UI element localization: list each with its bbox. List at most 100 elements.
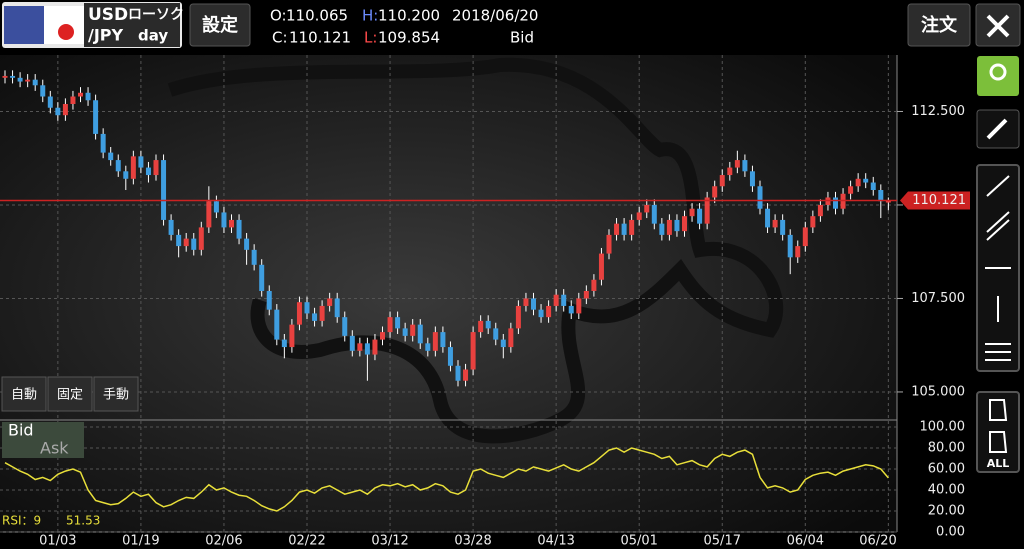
candle-body	[447, 347, 453, 366]
candle-body	[312, 313, 318, 321]
candle-body	[463, 369, 469, 381]
x-tick-label: 02/22	[288, 534, 325, 549]
candle-body	[765, 208, 771, 228]
rsi-tick-label: 100.00	[920, 420, 966, 435]
candle-body	[561, 294, 567, 306]
manual-button[interactable]	[93, 376, 139, 412]
candle-body	[349, 335, 355, 351]
candle-body	[130, 156, 136, 179]
candle-body	[591, 279, 597, 291]
x-tick-label: 01/03	[39, 534, 76, 549]
candle-body	[606, 234, 612, 254]
candle-body	[289, 324, 295, 348]
chart-kind: ローソク	[128, 7, 184, 23]
location-icon	[989, 63, 1007, 81]
candle-body	[357, 343, 363, 351]
candle-body	[833, 197, 838, 209]
candle-body	[636, 212, 642, 220]
candle-body	[410, 324, 416, 336]
candle-body	[85, 92, 91, 101]
candle-body	[493, 328, 499, 340]
candle-body	[372, 339, 378, 355]
candle-body	[138, 156, 144, 168]
candle-body	[153, 160, 159, 176]
close-icon	[986, 14, 1010, 38]
flag-jp-circle	[58, 24, 74, 40]
candle-body	[364, 343, 370, 355]
candle-body	[787, 234, 793, 258]
candle-body	[183, 238, 189, 247]
rsi-line	[4, 447, 889, 512]
candle-body	[115, 160, 121, 172]
candle-body	[93, 100, 99, 134]
fibonacci-icon	[985, 343, 1011, 361]
candle-body	[55, 107, 61, 116]
candle-body	[674, 219, 680, 232]
high-value: 110.200	[378, 7, 440, 25]
candle-body	[795, 246, 801, 258]
bid-ask-toggle[interactable]	[2, 422, 84, 458]
candle-body	[659, 223, 665, 235]
candle-body	[848, 186, 854, 194]
candle-body	[380, 332, 385, 340]
period: day	[138, 27, 168, 45]
low-label: L:	[364, 29, 377, 47]
candle-body	[780, 219, 786, 235]
candle-body	[840, 193, 846, 209]
candle-body	[757, 186, 763, 209]
candle-body	[281, 339, 287, 348]
x-tick-label: 04/13	[537, 534, 574, 549]
candle-body	[742, 160, 748, 172]
candle-body	[47, 96, 53, 108]
candle-body	[274, 309, 280, 340]
candle-body	[229, 219, 234, 228]
rsi-value: 51.53	[66, 514, 100, 528]
candle-body	[191, 238, 197, 250]
candle-body	[17, 77, 23, 82]
candle-body	[78, 92, 83, 97]
rsi-label: RSI：9	[2, 514, 41, 528]
x-tick-label: 02/06	[205, 534, 242, 549]
x-tick-label: 05/01	[620, 534, 657, 549]
candle-body	[387, 317, 393, 333]
bid-label: Bid	[8, 421, 34, 440]
candle-body	[870, 182, 876, 191]
rsi-tick-label: 80.00	[928, 441, 965, 456]
order-button[interactable]	[907, 3, 971, 47]
auto-label: 自動	[11, 388, 37, 403]
candle-body	[614, 223, 620, 235]
candle-body	[629, 219, 635, 235]
candle-body	[440, 332, 446, 348]
candle-body	[198, 227, 204, 250]
candle-body	[682, 216, 687, 232]
candle-body	[855, 178, 861, 187]
candle-body	[644, 204, 650, 213]
rsi-tick-label: 40.00	[928, 483, 965, 498]
candle-body	[749, 171, 755, 187]
y-tick-label: 107.500	[911, 291, 965, 306]
candle-body	[727, 167, 733, 176]
candle-body	[500, 339, 506, 348]
candle-body	[621, 223, 627, 235]
x-tick-label: 06/20	[859, 534, 896, 549]
candle-body	[251, 249, 257, 265]
fixed-button[interactable]	[47, 376, 93, 412]
open-label: O:	[270, 7, 287, 25]
candle-body	[62, 103, 68, 116]
candle-body	[515, 305, 521, 329]
settings-button[interactable]	[189, 3, 251, 47]
candle-body	[772, 219, 778, 228]
location-button[interactable]	[977, 56, 1019, 96]
auto-button[interactable]	[1, 376, 47, 412]
date: 2018/06/20	[452, 7, 538, 25]
draw-tools	[976, 164, 1020, 473]
x-tick-label: 06/04	[787, 534, 824, 549]
candle-body	[531, 298, 536, 310]
candle-body	[334, 298, 340, 318]
x-tick-label: 01/19	[122, 534, 159, 549]
candle-body	[598, 253, 604, 280]
candle-body	[70, 96, 76, 104]
candle-body	[206, 201, 212, 228]
candle-body	[168, 219, 174, 235]
candle-body	[704, 197, 710, 224]
